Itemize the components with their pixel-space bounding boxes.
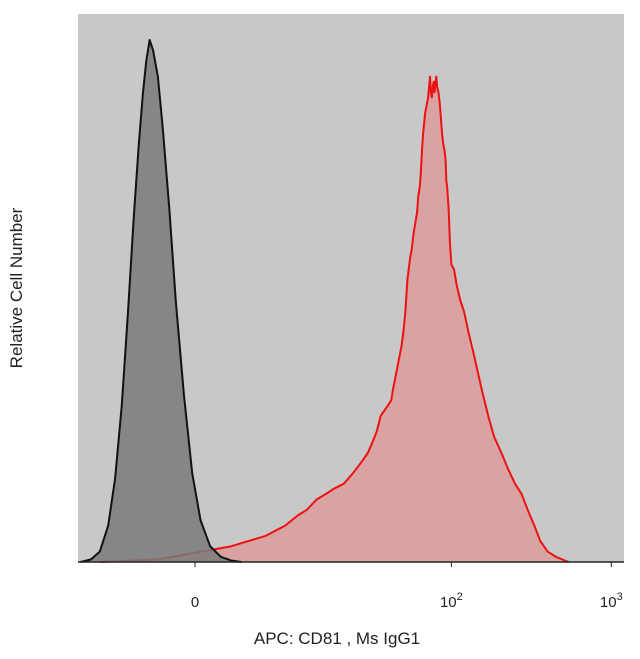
- series-line-cd81: [99, 75, 569, 563]
- series-area-cd81: [99, 76, 569, 562]
- series-line-isotype-control: [80, 39, 242, 563]
- series-area-isotype-control: [80, 40, 242, 562]
- series-layer: [80, 39, 569, 563]
- x-tick-label: 0: [191, 594, 199, 611]
- x-tick-labels: 0 102 103: [191, 562, 623, 611]
- x-tick-label: 102: [440, 591, 463, 611]
- x-axis-title: APC: CD81 , Ms IgG1: [254, 629, 420, 648]
- x-tick-label: 103: [600, 591, 623, 611]
- y-axis-title: Relative Cell Number: [7, 207, 26, 368]
